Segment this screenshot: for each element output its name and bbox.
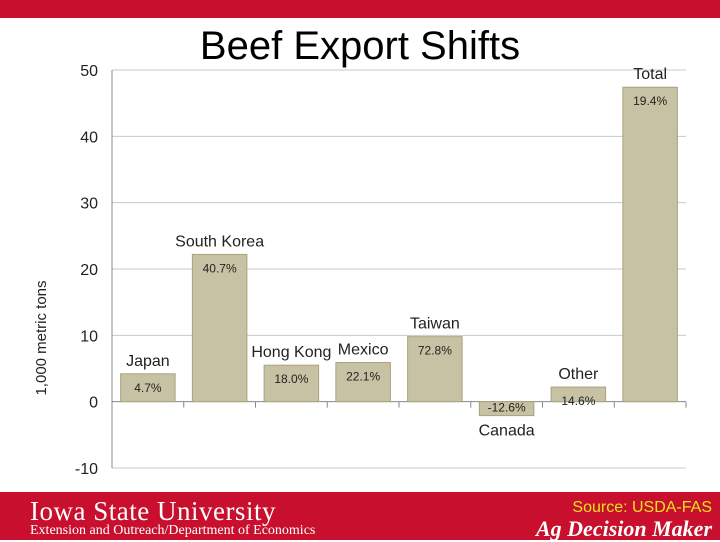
bar-value-label: 72.8% xyxy=(418,344,452,358)
bar xyxy=(622,86,678,403)
y-tick-label: 50 xyxy=(80,63,98,80)
bar-value-label: -12.6% xyxy=(488,401,526,415)
bar-value-label: 22.1% xyxy=(346,370,380,384)
bar xyxy=(407,336,463,403)
bar xyxy=(478,401,535,417)
y-tick-label: 40 xyxy=(80,129,98,146)
bar xyxy=(191,253,248,403)
category-label: Total xyxy=(633,66,667,83)
category-label: Japan xyxy=(126,353,170,370)
bar-value-label: 14.6% xyxy=(561,394,595,408)
university-logo-text: Iowa State University xyxy=(30,496,276,526)
bar xyxy=(335,362,391,403)
y-tick-label: -10 xyxy=(75,461,98,478)
brand-logo-text: Ag Decision Maker xyxy=(536,516,712,541)
bar xyxy=(120,373,176,403)
category-label: Mexico xyxy=(338,342,389,359)
bar-value-label: 19.4% xyxy=(633,94,667,108)
bar-value-label: 18.0% xyxy=(274,372,308,386)
slide-title: Beef Export Shifts xyxy=(199,24,521,68)
y-tick-label: 20 xyxy=(80,262,98,279)
bar xyxy=(263,364,320,403)
category-label: Canada xyxy=(479,423,535,440)
extension-text: Extension and Outreach/Department of Eco… xyxy=(30,523,316,538)
bar-value-label: 4.7% xyxy=(134,381,162,395)
top-brand-bar xyxy=(0,0,720,18)
category-label: Hong Kong xyxy=(251,344,331,361)
bar xyxy=(550,386,607,403)
y-tick-label: 30 xyxy=(80,196,98,213)
category-label: Taiwan xyxy=(410,316,460,333)
axes: -10 0 10 20 30 40 50 xyxy=(75,63,687,478)
source-note: Source: USDA-FAS xyxy=(572,499,712,516)
bars xyxy=(120,86,678,417)
y-axis-label: 1,000 metric tons xyxy=(33,280,50,395)
y-tick-label: 10 xyxy=(80,328,98,345)
footer-bar: Iowa State University Extension and Outr… xyxy=(0,492,720,541)
labels: Japan 4.7% South Korea 40.7% Hong Kong 18.0% M… xyxy=(126,66,667,439)
category-label: South Korea xyxy=(175,233,264,250)
category-label: Other xyxy=(558,366,599,383)
beef-export-chart: -10 0 10 20 30 40 50 Japan 4.7% South Korea 40.7%… xyxy=(33,63,687,478)
y-tick-label: 0 xyxy=(89,395,98,412)
bar-value-label: 40.7% xyxy=(203,261,237,275)
